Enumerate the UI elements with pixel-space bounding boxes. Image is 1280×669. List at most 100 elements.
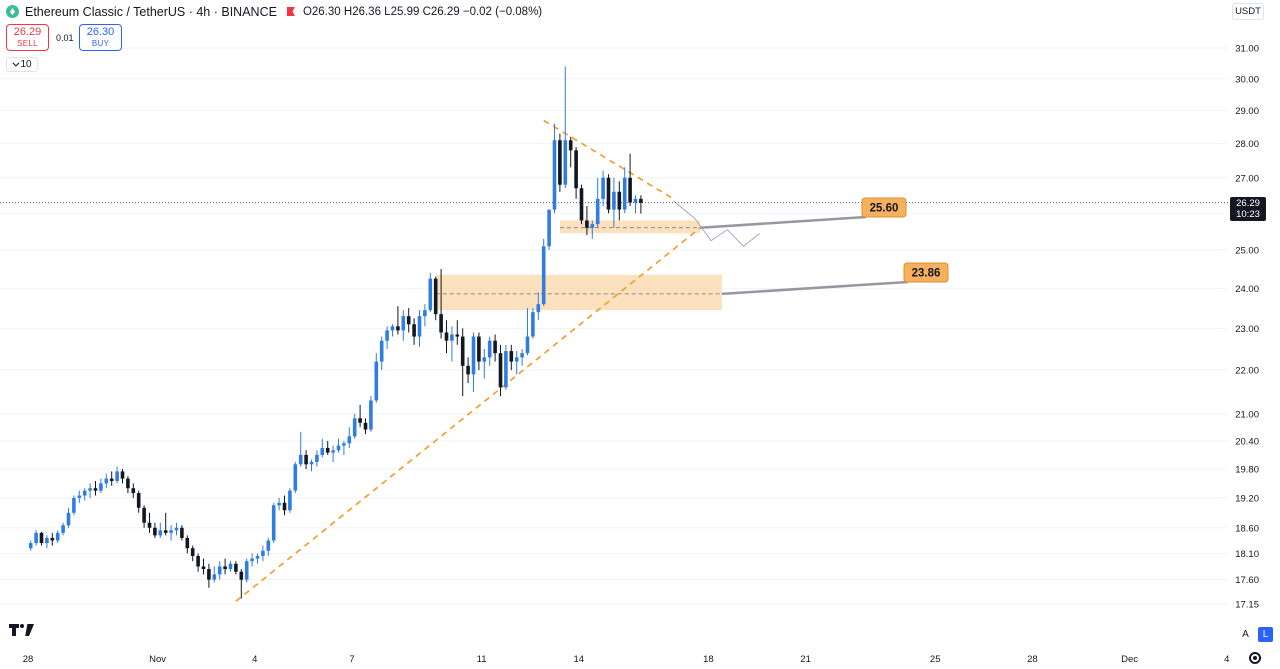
last-price-tag: 26.29 10:23 [1230, 197, 1266, 221]
sell-button[interactable]: 26.29 SELL [6, 24, 49, 51]
candle-body [347, 436, 352, 444]
candle-body [433, 278, 438, 315]
candle-body [39, 532, 44, 544]
support-zone [435, 274, 722, 311]
candle-body [325, 447, 330, 453]
candle-body [568, 140, 573, 151]
candle-body [374, 361, 379, 401]
candle-body [460, 336, 465, 366]
candle-body [293, 464, 298, 491]
candle-body [163, 530, 168, 533]
candle-body [93, 488, 98, 491]
candle-body [406, 316, 411, 325]
low-label: L [384, 5, 391, 18]
price-label-text: 23.86 [912, 268, 941, 280]
candle-body [585, 220, 589, 228]
indicator-count: 10 [20, 59, 32, 70]
candle-body [82, 490, 87, 496]
close-label: C [422, 5, 431, 18]
candle-body [169, 530, 173, 533]
candle-body [99, 483, 103, 491]
buy-price: 26.30 [86, 26, 115, 38]
candle-body [55, 532, 60, 541]
candle-body [579, 188, 584, 221]
x-tick-label: 7 [349, 654, 354, 665]
candle-body [558, 140, 562, 185]
open-value: 26.30 [311, 5, 341, 18]
symbol-title[interactable]: Ethereum Classic / TetherUS · 4h · BINAN… [25, 4, 277, 19]
buy-button[interactable]: 26.30 BUY [79, 24, 122, 51]
candle-body [212, 574, 217, 580]
candle-body [417, 316, 422, 337]
candle-body [428, 278, 433, 311]
candle-body [77, 495, 82, 498]
candle-body [136, 493, 141, 508]
candle-body [617, 191, 622, 210]
candle-body [61, 525, 65, 533]
candle-body [50, 537, 55, 541]
candle-body [201, 566, 206, 570]
high-value: 26.36 [352, 5, 381, 18]
y-tick-label: 19.80 [1235, 465, 1259, 476]
candle-body [552, 140, 557, 210]
y-tick-label: 23.00 [1235, 324, 1259, 335]
currency-button[interactable]: USDT [1232, 3, 1264, 20]
candle-body [109, 478, 114, 481]
flag-icon[interactable] [286, 7, 295, 16]
candle-body [563, 140, 568, 185]
candle-body [639, 198, 643, 203]
candle-body [612, 191, 616, 210]
y-tick-label: 18.10 [1235, 549, 1259, 560]
last-price-value: 26.29 [1236, 198, 1260, 209]
candle-body [66, 512, 71, 526]
x-tick-label: 21 [800, 654, 811, 665]
candle-body [239, 571, 244, 580]
candle-body [536, 304, 541, 313]
price-label-text: 25.60 [870, 203, 899, 215]
y-tick-label: 21.00 [1235, 409, 1259, 420]
y-tick-label: 18.60 [1235, 523, 1259, 534]
auto-scale-button[interactable]: A [1242, 629, 1249, 640]
y-tick-label: 17.60 [1235, 575, 1259, 586]
candle-body [72, 497, 76, 513]
open-label: O [302, 5, 312, 18]
x-tick-label: Dec [1121, 654, 1138, 665]
candle-body [104, 478, 109, 484]
sell-label: SELL [17, 39, 38, 48]
candle-body [277, 502, 281, 506]
candle-body [471, 336, 476, 375]
candle-body [369, 400, 373, 430]
candle-body [601, 177, 605, 199]
y-tick-label: 20.40 [1235, 437, 1259, 448]
candle-body [574, 150, 578, 189]
change-value: −0.02 (−0.08%) [462, 5, 543, 18]
gear-icon[interactable] [1249, 652, 1261, 664]
candle-body [244, 561, 249, 580]
y-tick-label: 25.00 [1235, 246, 1259, 257]
candle-body [514, 357, 519, 362]
label-pointer [700, 215, 867, 230]
candle-body [396, 326, 400, 331]
candle-body [358, 418, 362, 423]
indicators-toggle[interactable]: 10 [6, 57, 38, 72]
candle-body [261, 550, 265, 556]
symbol-legend[interactable]: Ethereum Classic / TetherUS · 4h · BINAN… [6, 3, 542, 20]
candle-body [379, 340, 384, 362]
candle-body [115, 471, 119, 481]
y-tick-label: 27.00 [1235, 173, 1259, 184]
tradingview-logo-icon[interactable] [9, 622, 34, 636]
candle-body [590, 224, 595, 228]
x-tick-label: 4 [1224, 654, 1229, 665]
label-pointer [721, 280, 909, 296]
candle-body [509, 351, 514, 362]
ethereum-classic-icon [6, 5, 19, 18]
support-zone [559, 220, 701, 234]
candle-body [595, 198, 600, 225]
candle-body [320, 447, 325, 455]
log-scale-button[interactable]: L [1258, 627, 1273, 642]
candle-body [482, 357, 487, 362]
candle-body [147, 522, 152, 528]
candle-body [401, 316, 406, 331]
